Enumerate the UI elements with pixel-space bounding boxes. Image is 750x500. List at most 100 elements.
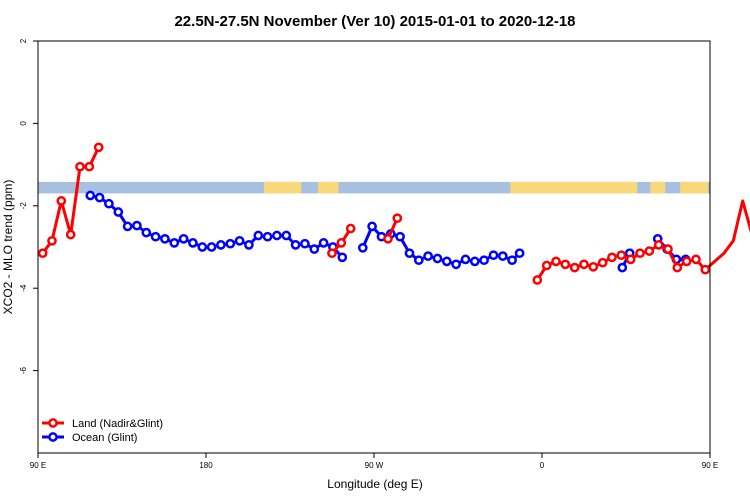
- ocean-data-point: [367, 221, 377, 232]
- ocean-data-point: [469, 256, 480, 267]
- ocean-data-point: [479, 255, 489, 266]
- land-data-point: [579, 259, 589, 270]
- ocean-data-point: [290, 240, 301, 250]
- map-strip-land: [318, 181, 339, 194]
- legend-land-marker: [48, 418, 58, 428]
- land-data-point: [597, 257, 608, 268]
- land-data-point: [345, 223, 356, 234]
- land-data-point: [681, 256, 692, 267]
- land-data-point: [93, 142, 104, 153]
- ocean-data-point: [122, 221, 133, 232]
- ocean-data-point: [234, 235, 245, 246]
- x-tick-label: 90 E: [30, 461, 46, 470]
- ocean-data-point: [206, 242, 217, 252]
- ocean-data-point: [262, 231, 273, 242]
- land-data-point: [644, 246, 655, 256]
- ocean-data-point: [300, 238, 310, 249]
- ocean-data-point: [497, 251, 508, 261]
- ocean-data-point: [514, 248, 525, 259]
- land-data-point: [560, 259, 571, 270]
- ocean-data-point: [413, 255, 424, 266]
- y-tick-label: -4: [19, 284, 28, 292]
- ocean-data-point: [253, 230, 264, 241]
- ocean-data-point: [178, 233, 189, 244]
- x-tick-label: 90 E: [702, 461, 718, 470]
- land-data-point: [37, 248, 48, 259]
- ocean-data-point: [188, 238, 198, 248]
- ocean-data-point: [309, 244, 320, 254]
- ocean-data-point: [150, 231, 161, 242]
- map-strip-land: [510, 181, 638, 194]
- ocean-data-point: [318, 238, 329, 248]
- ocean-data-point: [85, 190, 96, 201]
- land-data-point: [336, 238, 347, 248]
- ocean-data-point: [141, 227, 152, 238]
- map-strip-land: [680, 181, 709, 194]
- ocean-data-point: [423, 251, 433, 261]
- land-data-point: [47, 235, 57, 246]
- land-data-point: [541, 260, 552, 271]
- land-data-point: [327, 248, 337, 259]
- land-data-point: [551, 256, 561, 267]
- ocean-data-point: [104, 198, 114, 209]
- ocean-series: [85, 190, 691, 273]
- ocean-data-point: [225, 238, 236, 249]
- land-data-point: [56, 196, 67, 206]
- land-data-point: [65, 229, 76, 240]
- ocean-data-point: [272, 230, 282, 241]
- ocean-data-point: [244, 240, 254, 250]
- y-tick-label: -2: [19, 202, 28, 210]
- land-data-point: [532, 275, 543, 285]
- ocean-data-point: [216, 240, 226, 250]
- chart-title: 22.5N-27.5N November (Ver 10) 2015-01-01…: [174, 13, 575, 30]
- land-data-point: [607, 252, 617, 263]
- land-data-point: [569, 262, 580, 273]
- x-tick-label: 180: [199, 461, 213, 470]
- legend-land-label: Land (Nadir&Glint): [72, 418, 163, 430]
- y-tick-label: 0: [19, 121, 28, 126]
- land-data-point: [700, 264, 711, 275]
- ocean-data-point: [132, 220, 142, 231]
- x-tick-label: 90 W: [365, 461, 384, 470]
- land-data-point: [75, 161, 85, 172]
- ocean-data-point: [169, 238, 180, 248]
- map-strip: [38, 181, 710, 194]
- legend-ocean-marker: [48, 432, 58, 442]
- map-strip-ocean: [38, 181, 710, 194]
- y-axis-title: XCO2 - MLO trend (ppm): [1, 180, 15, 315]
- land-data-point: [672, 262, 683, 273]
- ocean-data-point: [507, 255, 517, 266]
- ocean-data-point: [113, 207, 124, 217]
- ocean-data-point: [337, 252, 348, 263]
- land-data-point: [635, 248, 645, 259]
- map-strip-land: [650, 181, 666, 194]
- legend: Land (Nadir&Glint) Ocean (Glint): [42, 418, 163, 444]
- ocean-data-point: [395, 231, 405, 242]
- y-tick-label: 2: [19, 38, 28, 43]
- ocean-data-point: [432, 253, 443, 264]
- legend-ocean-label: Ocean (Glint): [72, 432, 137, 444]
- series-layer: [37, 142, 750, 285]
- ocean-data-point: [94, 192, 105, 203]
- land-data-point: [383, 233, 393, 244]
- land-data-point: [588, 261, 599, 272]
- y-tick-label: -6: [19, 366, 28, 374]
- ocean-data-point: [460, 254, 471, 265]
- land-data-point: [625, 254, 636, 265]
- ocean-data-point: [160, 233, 170, 244]
- ocean-data-point: [488, 250, 499, 261]
- land-series: [37, 142, 750, 285]
- ocean-data-point: [357, 242, 368, 253]
- x-tick-label: 0: [540, 461, 545, 470]
- x-axis-title: Longitude (deg E): [327, 477, 422, 491]
- land-data-point: [691, 254, 701, 265]
- map-strip-land: [263, 181, 302, 194]
- land-data-point: [392, 213, 403, 224]
- land-data-point: [84, 161, 95, 172]
- ocean-data-point: [404, 248, 415, 259]
- ocean-data-point: [197, 242, 208, 252]
- ocean-data-point: [281, 230, 292, 241]
- land-data-point: [663, 244, 673, 254]
